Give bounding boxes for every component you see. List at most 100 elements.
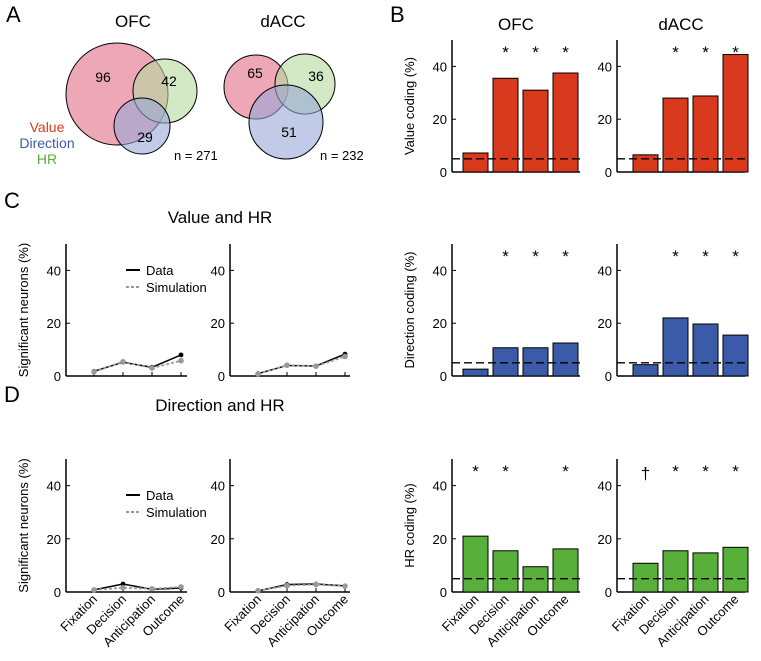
bar	[552, 72, 579, 173]
venn-dacc: dACC 65 36 51 n = 232	[223, 12, 364, 163]
simulation-point	[91, 368, 97, 375]
chart-c-dacc: 0 20 40	[211, 244, 350, 384]
chart-c-ofc: 0 20 40 Significant neurons (%)	[16, 243, 187, 384]
venn-legend: Value Direction HR	[19, 119, 74, 167]
section-title-d: Direction and HR	[155, 396, 284, 415]
significance-mark: *	[732, 462, 739, 481]
y-tick-label: 0	[54, 585, 61, 600]
y-axis-label: Significant neurons (%)	[16, 243, 31, 377]
bar	[662, 97, 689, 173]
significance-mark: *	[672, 43, 679, 62]
bar	[722, 546, 749, 593]
simulation-point	[313, 581, 319, 588]
y-tick-label: 40	[433, 479, 447, 494]
y-tick-label: 20	[211, 532, 225, 547]
y-tick-label: 40	[598, 479, 612, 494]
venn-ofc-direction-circle	[113, 97, 171, 155]
venn-dacc-title: dACC	[260, 12, 305, 31]
venn-ofc-direction-count: 29	[137, 129, 153, 145]
venn-dacc-n: n = 232	[320, 148, 364, 163]
bar	[462, 535, 489, 593]
chart-title: dACC	[658, 15, 703, 34]
y-axis-label: HR coding (%)	[402, 483, 417, 568]
simulation-point	[342, 353, 348, 360]
venn-dacc-direction-count: 51	[281, 124, 297, 140]
bar	[492, 550, 519, 593]
significance-mark: *	[532, 247, 539, 266]
y-tick-label: 40	[211, 263, 225, 278]
panel-label-a: A	[6, 2, 21, 27]
simulation-point	[120, 358, 126, 365]
y-tick-label: 40	[433, 263, 447, 278]
line-legend-c: Data Simulation	[126, 263, 207, 295]
bar	[632, 154, 659, 173]
y-tick-label: 20	[598, 532, 612, 547]
bar	[692, 95, 719, 173]
simulation-point	[284, 362, 290, 368]
data-line	[93, 354, 182, 372]
y-tick-label: 20	[598, 112, 612, 127]
y-tick-label: 40	[598, 59, 612, 74]
y-tick-label: 20	[211, 316, 225, 331]
bar	[522, 89, 549, 173]
chart-b-value-dacc: 0 20 40 dACC * * *	[598, 15, 749, 180]
section-title-c: Value and HR	[168, 208, 273, 227]
y-axis-label: Value coding (%)	[402, 57, 417, 155]
simulation-point	[178, 357, 184, 364]
bar	[552, 548, 579, 593]
panel-label-c: C	[4, 188, 20, 213]
simulation-line	[93, 586, 182, 591]
significance-mark: *	[562, 462, 569, 481]
significance-mark: *	[532, 43, 539, 62]
y-tick-label: 20	[47, 532, 61, 547]
panel-label-d: D	[4, 382, 20, 407]
y-axis-label: Significant neurons (%)	[16, 458, 31, 592]
legend-simulation-label: Simulation	[146, 505, 207, 520]
simulation-point	[342, 583, 348, 589]
bar	[692, 323, 719, 377]
simulation-line	[257, 355, 346, 375]
venn-ofc-hr-count: 42	[161, 73, 177, 89]
venn-dacc-hr-count: 36	[308, 68, 324, 84]
venn-legend-direction: Direction	[19, 135, 74, 151]
chart-b-direction-ofc: 0 20 40 Direction coding (%) * * *	[402, 244, 582, 384]
y-tick-label: 0	[605, 369, 612, 384]
data-line	[257, 353, 346, 375]
bar	[462, 152, 489, 173]
y-tick-label: 20	[433, 112, 447, 127]
y-tick-label: 40	[211, 479, 225, 494]
chart-title: OFC	[498, 15, 534, 34]
significance-mark: *	[502, 462, 509, 481]
legend-data-label: Data	[146, 488, 174, 503]
y-tick-label: 20	[433, 316, 447, 331]
data-point	[178, 352, 184, 358]
venn-ofc-n: n = 271	[174, 148, 218, 163]
significance-mark: *	[562, 43, 569, 62]
data-line	[257, 583, 346, 592]
y-tick-label: 40	[47, 263, 61, 278]
bar	[722, 54, 749, 173]
simulation-point	[120, 584, 126, 591]
simulation-point	[255, 371, 261, 377]
bar	[662, 550, 689, 593]
simulation-point	[255, 587, 261, 594]
y-tick-label: 20	[47, 316, 61, 331]
y-tick-label: 40	[598, 263, 612, 278]
venn-dacc-direction-circle	[248, 84, 324, 160]
significance-mark: †	[641, 464, 650, 483]
bar	[492, 347, 519, 377]
panel-label-b: B	[390, 2, 405, 27]
y-tick-label: 0	[605, 585, 612, 600]
bar	[692, 552, 719, 593]
y-tick-label: 0	[605, 165, 612, 180]
significance-mark: *	[732, 247, 739, 266]
data-line	[93, 583, 182, 591]
y-tick-label: 40	[47, 479, 61, 494]
legend-data-label: Data	[146, 263, 174, 278]
venn-legend-value: Value	[30, 119, 65, 135]
simulation-point	[313, 363, 319, 370]
bar	[632, 364, 659, 377]
significance-mark: *	[562, 247, 569, 266]
